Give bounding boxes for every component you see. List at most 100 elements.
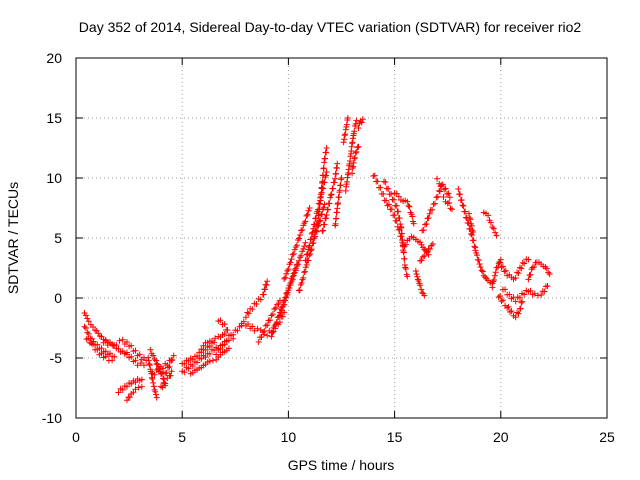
data-point: [531, 290, 538, 297]
data-point: [506, 291, 513, 298]
data-point: [525, 276, 532, 283]
data-point: [351, 154, 358, 161]
data-point: [288, 256, 295, 263]
data-point: [475, 257, 482, 264]
data-point: [288, 278, 295, 285]
axis-ticks: [75, 57, 608, 419]
data-point: [315, 218, 322, 225]
data-point: [430, 201, 437, 208]
data-point: [401, 255, 408, 262]
data-point: [298, 227, 305, 234]
data-point: [135, 384, 142, 391]
data-point: [349, 164, 356, 171]
data-point: [414, 273, 421, 280]
data-point: [123, 383, 130, 390]
data-point: [409, 213, 416, 220]
data-point: [128, 380, 135, 387]
y-tick-label: 15: [46, 110, 62, 126]
data-point: [102, 337, 109, 344]
data-point: [516, 294, 523, 301]
data-point: [395, 193, 402, 200]
data-point: [477, 264, 484, 271]
data-point: [81, 323, 88, 330]
data-point: [485, 212, 492, 219]
data-point: [98, 350, 105, 357]
data-point: [198, 346, 205, 353]
data-point: [325, 206, 332, 213]
data-point: [497, 259, 504, 266]
data-point: [468, 222, 475, 229]
data-point: [458, 196, 465, 203]
data-point: [123, 349, 130, 356]
data-point: [332, 220, 339, 227]
data-point: [194, 359, 201, 366]
data-point: [194, 352, 201, 359]
data-point: [244, 309, 251, 316]
data-point: [208, 337, 215, 344]
data-point: [213, 351, 220, 358]
data-point: [504, 304, 511, 311]
data-point: [281, 275, 288, 282]
data-point: [321, 221, 328, 228]
data-point: [283, 270, 290, 277]
data-point: [425, 251, 432, 258]
data-point: [442, 185, 449, 192]
data-point: [421, 292, 428, 299]
data-point: [313, 221, 320, 228]
data-point: [277, 310, 284, 317]
data-point: [106, 350, 113, 357]
data-point: [410, 220, 417, 227]
data-point: [128, 353, 135, 360]
data-point: [300, 245, 307, 252]
y-tick-label: 5: [54, 230, 62, 246]
data-point: [89, 323, 96, 330]
data-point: [499, 297, 506, 304]
data-point: [319, 227, 326, 234]
data-point: [499, 263, 506, 270]
data-point: [320, 172, 327, 179]
data-point: [102, 353, 109, 360]
data-point: [419, 253, 426, 260]
data-point: [320, 204, 327, 211]
data-point: [468, 232, 475, 239]
data-point: [255, 339, 262, 346]
data-point: [332, 170, 339, 177]
data-point: [268, 312, 275, 319]
data-point: [341, 136, 348, 143]
data-point: [531, 263, 538, 270]
data-point: [390, 196, 397, 203]
data-point: [404, 198, 411, 205]
data-point: [225, 345, 232, 352]
data-point: [333, 215, 340, 222]
data-point: [489, 224, 496, 231]
data-point: [502, 286, 509, 293]
data-point: [106, 340, 113, 347]
data-point: [337, 182, 344, 189]
data-point: [350, 159, 357, 166]
data-point: [467, 216, 474, 223]
x-tick-label: 15: [387, 429, 403, 445]
data-point: [322, 215, 329, 222]
data-point: [398, 230, 405, 237]
data-point: [119, 386, 126, 393]
data-point: [305, 244, 312, 251]
data-point: [377, 184, 384, 191]
data-point: [426, 210, 433, 217]
data-point: [359, 116, 366, 123]
data-point: [96, 333, 103, 340]
data-point: [249, 323, 256, 330]
data-point: [497, 293, 504, 299]
data-point: [292, 267, 299, 274]
data-point: [119, 336, 126, 343]
x-tick-labels: 0 5 10 15 20 25: [72, 429, 615, 445]
data-point: [518, 265, 525, 272]
data-point: [153, 357, 160, 364]
data-point: [217, 345, 224, 352]
data-point: [163, 369, 170, 376]
data-point: [462, 208, 469, 215]
data-point: [272, 304, 279, 311]
data-point: [323, 169, 330, 175]
data-point: [343, 121, 350, 128]
data-point: [189, 362, 196, 369]
data-point: [322, 155, 329, 162]
